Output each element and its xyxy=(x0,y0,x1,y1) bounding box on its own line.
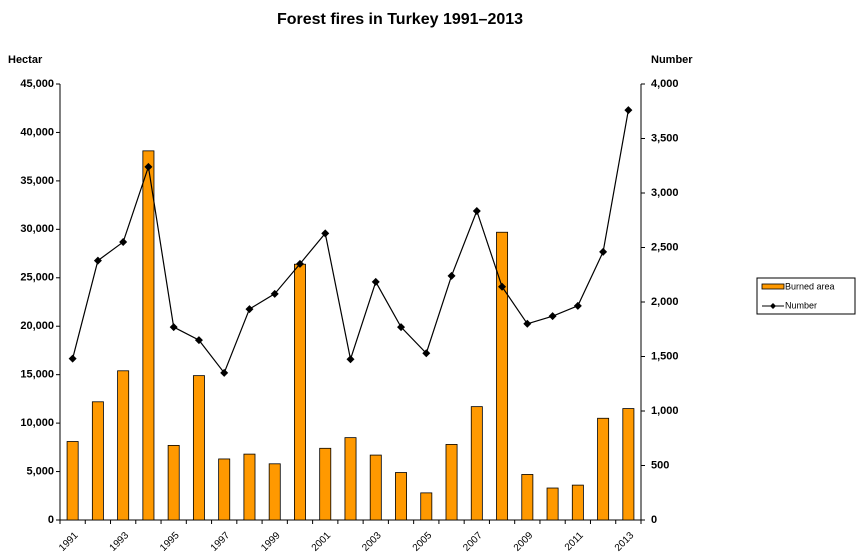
bar xyxy=(142,150,155,521)
y-tick-label: 25,000 xyxy=(20,272,54,284)
bar xyxy=(268,463,281,521)
x-tick-label: 2011 xyxy=(563,530,586,553)
y2-tick-label: 2,500 xyxy=(651,241,679,253)
y2-axis-title: Number xyxy=(651,54,693,66)
bar xyxy=(571,484,584,521)
bar xyxy=(91,401,104,521)
y2-tick-label: 1,000 xyxy=(651,405,679,417)
bar xyxy=(192,375,205,521)
marker xyxy=(371,277,380,286)
x-tick-label: 1993 xyxy=(108,530,132,554)
marker xyxy=(397,323,406,332)
bar xyxy=(470,406,483,521)
legend-swatch xyxy=(761,283,785,290)
x-tick-label: 2005 xyxy=(411,530,435,554)
x-tick-label: 1997 xyxy=(209,530,233,554)
marker xyxy=(599,247,608,256)
bar xyxy=(117,370,130,521)
x-tick-label: 1991 xyxy=(57,530,81,554)
marker xyxy=(447,271,456,280)
marker xyxy=(295,259,304,268)
bar xyxy=(319,447,332,521)
x-tick-label: 1999 xyxy=(259,530,283,554)
x-tick-label: 2009 xyxy=(512,530,536,554)
y-tick-label: 45,000 xyxy=(20,78,54,90)
marker xyxy=(422,349,431,358)
marker xyxy=(548,312,557,321)
marker xyxy=(523,319,532,328)
bar xyxy=(445,444,458,521)
x-tick-label: 2003 xyxy=(360,530,384,554)
y2-tick-label: 0 xyxy=(651,514,657,526)
marker xyxy=(194,336,203,345)
y-tick-label: 0 xyxy=(48,514,54,526)
marker xyxy=(573,301,582,310)
y2-tick-label: 4,000 xyxy=(651,78,679,90)
y2-tick-label: 3,500 xyxy=(651,132,679,144)
bar xyxy=(167,444,180,521)
marker xyxy=(144,162,153,171)
marker xyxy=(346,355,355,364)
legend-marker xyxy=(770,303,776,309)
y-tick-label: 10,000 xyxy=(20,417,54,429)
y2-tick-label: 3,000 xyxy=(651,187,679,199)
bar xyxy=(66,441,79,521)
bar xyxy=(521,474,534,521)
marker xyxy=(119,238,128,247)
chart-title: Forest fires in Turkey 1991–2013 xyxy=(277,11,523,28)
bar xyxy=(218,458,231,521)
legend-label: Number xyxy=(785,300,817,310)
y-tick-label: 5,000 xyxy=(26,465,54,477)
bar xyxy=(622,408,635,521)
bar xyxy=(420,492,433,521)
legend-label: Burned area xyxy=(785,281,835,291)
marker xyxy=(220,368,229,377)
y-tick-label: 30,000 xyxy=(20,223,54,235)
x-tick-label: 1995 xyxy=(158,530,182,554)
y2-tick-label: 2,000 xyxy=(651,296,679,308)
y-axis-title: Hectar xyxy=(8,54,43,66)
y-tick-label: 15,000 xyxy=(20,369,54,381)
marker xyxy=(270,289,279,298)
y-tick-label: 40,000 xyxy=(20,126,54,138)
y2-tick-label: 1,500 xyxy=(651,350,679,362)
x-tick-label: 2007 xyxy=(461,530,485,554)
marker xyxy=(169,323,178,332)
marker xyxy=(624,106,633,115)
bar xyxy=(395,472,407,521)
y2-tick-label: 500 xyxy=(651,459,669,471)
bar xyxy=(496,231,509,521)
line xyxy=(72,110,629,375)
bar xyxy=(597,417,610,521)
bar xyxy=(243,453,256,521)
legend: Burned area Number xyxy=(756,277,856,315)
bar xyxy=(344,437,357,521)
y-tick-label: 35,000 xyxy=(20,175,54,187)
x-tick-label: 2013 xyxy=(613,530,637,554)
marker xyxy=(68,354,77,363)
x-tick-label: 2001 xyxy=(310,530,334,554)
bar xyxy=(294,263,306,521)
marker xyxy=(321,229,330,238)
marker xyxy=(245,305,254,314)
bar xyxy=(369,454,382,521)
bar xyxy=(546,487,559,521)
marker xyxy=(472,206,481,215)
y-tick-label: 20,000 xyxy=(20,320,54,332)
marker xyxy=(93,256,102,265)
marker xyxy=(498,282,507,291)
